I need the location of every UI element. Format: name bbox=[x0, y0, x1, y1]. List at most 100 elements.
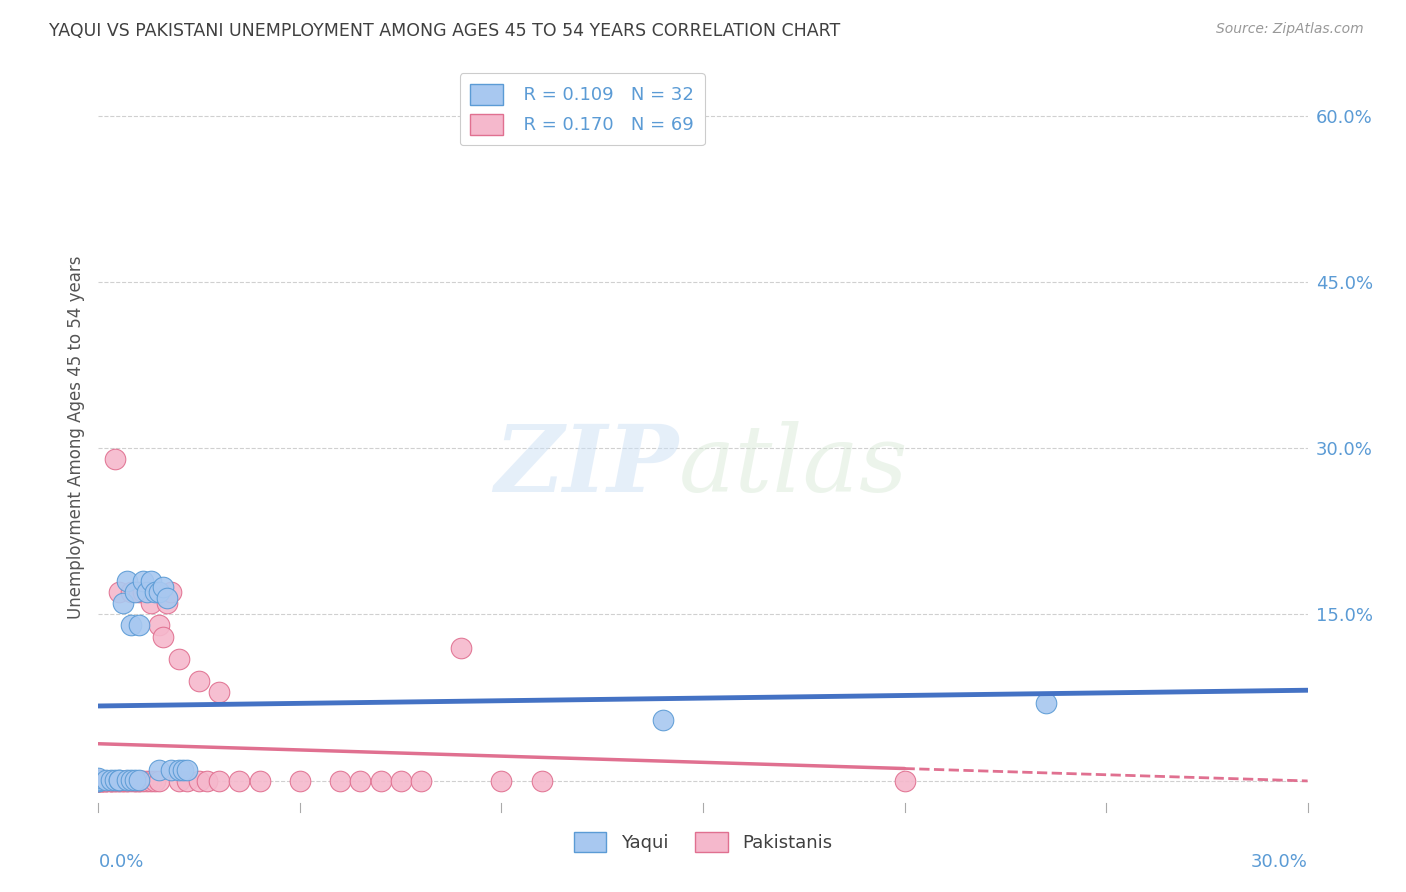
Point bbox=[135, 773, 157, 788]
Point bbox=[100, 773, 122, 788]
Point bbox=[107, 772, 129, 787]
Text: atlas: atlas bbox=[679, 421, 908, 511]
Point bbox=[87, 773, 110, 788]
Point bbox=[111, 773, 134, 788]
Point bbox=[288, 773, 311, 788]
Point bbox=[96, 773, 118, 788]
Point bbox=[172, 763, 194, 777]
Point bbox=[115, 772, 138, 787]
Point bbox=[107, 585, 129, 599]
Point bbox=[91, 773, 114, 788]
Text: 30.0%: 30.0% bbox=[1251, 853, 1308, 871]
Point bbox=[124, 773, 146, 788]
Point bbox=[188, 773, 211, 788]
Point bbox=[87, 772, 110, 787]
Point bbox=[115, 773, 138, 788]
Point bbox=[139, 596, 162, 610]
Point bbox=[167, 773, 190, 788]
Point bbox=[143, 585, 166, 599]
Point bbox=[370, 773, 392, 788]
Point bbox=[132, 585, 155, 599]
Point bbox=[103, 773, 125, 788]
Point bbox=[87, 772, 110, 787]
Point bbox=[91, 773, 114, 788]
Text: 0.0%: 0.0% bbox=[98, 853, 143, 871]
Point bbox=[120, 618, 142, 632]
Point bbox=[87, 773, 110, 788]
Point bbox=[128, 618, 150, 632]
Point bbox=[156, 596, 179, 610]
Text: YAQUI VS PAKISTANI UNEMPLOYMENT AMONG AGES 45 TO 54 YEARS CORRELATION CHART: YAQUI VS PAKISTANI UNEMPLOYMENT AMONG AG… bbox=[49, 22, 841, 40]
Point bbox=[156, 591, 179, 605]
Text: Source: ZipAtlas.com: Source: ZipAtlas.com bbox=[1216, 22, 1364, 37]
Point bbox=[152, 580, 174, 594]
Point bbox=[87, 772, 110, 787]
Point bbox=[87, 773, 110, 788]
Point bbox=[87, 773, 110, 788]
Point bbox=[148, 618, 170, 632]
Point bbox=[228, 773, 250, 788]
Point bbox=[107, 773, 129, 788]
Point bbox=[96, 772, 118, 787]
Point bbox=[651, 713, 673, 727]
Y-axis label: Unemployment Among Ages 45 to 54 years: Unemployment Among Ages 45 to 54 years bbox=[66, 255, 84, 619]
Point bbox=[208, 685, 231, 699]
Point bbox=[329, 773, 352, 788]
Point bbox=[111, 596, 134, 610]
Point bbox=[87, 772, 110, 787]
Point bbox=[120, 772, 142, 787]
Point bbox=[450, 640, 472, 655]
Point bbox=[120, 773, 142, 788]
Point bbox=[135, 585, 157, 599]
Point bbox=[139, 574, 162, 589]
Point bbox=[87, 772, 110, 786]
Point bbox=[195, 773, 218, 788]
Point bbox=[128, 773, 150, 788]
Point bbox=[87, 773, 110, 788]
Point bbox=[208, 773, 231, 788]
Point bbox=[152, 630, 174, 644]
Point bbox=[148, 773, 170, 788]
Point bbox=[188, 673, 211, 688]
Point bbox=[1035, 696, 1057, 710]
Point bbox=[249, 773, 271, 788]
Point bbox=[132, 574, 155, 589]
Point bbox=[389, 773, 412, 788]
Point bbox=[160, 763, 183, 777]
Point bbox=[176, 773, 198, 788]
Legend: Yaqui, Pakistanis: Yaqui, Pakistanis bbox=[567, 824, 839, 860]
Point bbox=[103, 452, 125, 467]
Point bbox=[128, 772, 150, 787]
Point bbox=[160, 585, 183, 599]
Point bbox=[100, 773, 122, 788]
Point bbox=[143, 773, 166, 788]
Point bbox=[530, 773, 553, 788]
Point bbox=[91, 773, 114, 788]
Point bbox=[100, 772, 122, 787]
Point bbox=[87, 773, 110, 788]
Point bbox=[176, 763, 198, 777]
Point bbox=[111, 773, 134, 788]
Point bbox=[128, 773, 150, 788]
Point bbox=[100, 773, 122, 788]
Point bbox=[103, 773, 125, 788]
Point bbox=[132, 773, 155, 788]
Point bbox=[107, 772, 129, 787]
Point bbox=[124, 585, 146, 599]
Point bbox=[87, 773, 110, 788]
Point bbox=[491, 773, 513, 788]
Point bbox=[128, 585, 150, 599]
Point bbox=[96, 773, 118, 788]
Point bbox=[139, 773, 162, 788]
Point bbox=[87, 773, 110, 788]
Point bbox=[96, 773, 118, 788]
Point bbox=[167, 651, 190, 665]
Point bbox=[103, 772, 125, 787]
Point bbox=[893, 773, 915, 788]
Point bbox=[115, 574, 138, 589]
Text: ZIP: ZIP bbox=[495, 421, 679, 511]
Point bbox=[115, 773, 138, 788]
Point bbox=[148, 763, 170, 777]
Point bbox=[148, 585, 170, 599]
Point bbox=[124, 773, 146, 788]
